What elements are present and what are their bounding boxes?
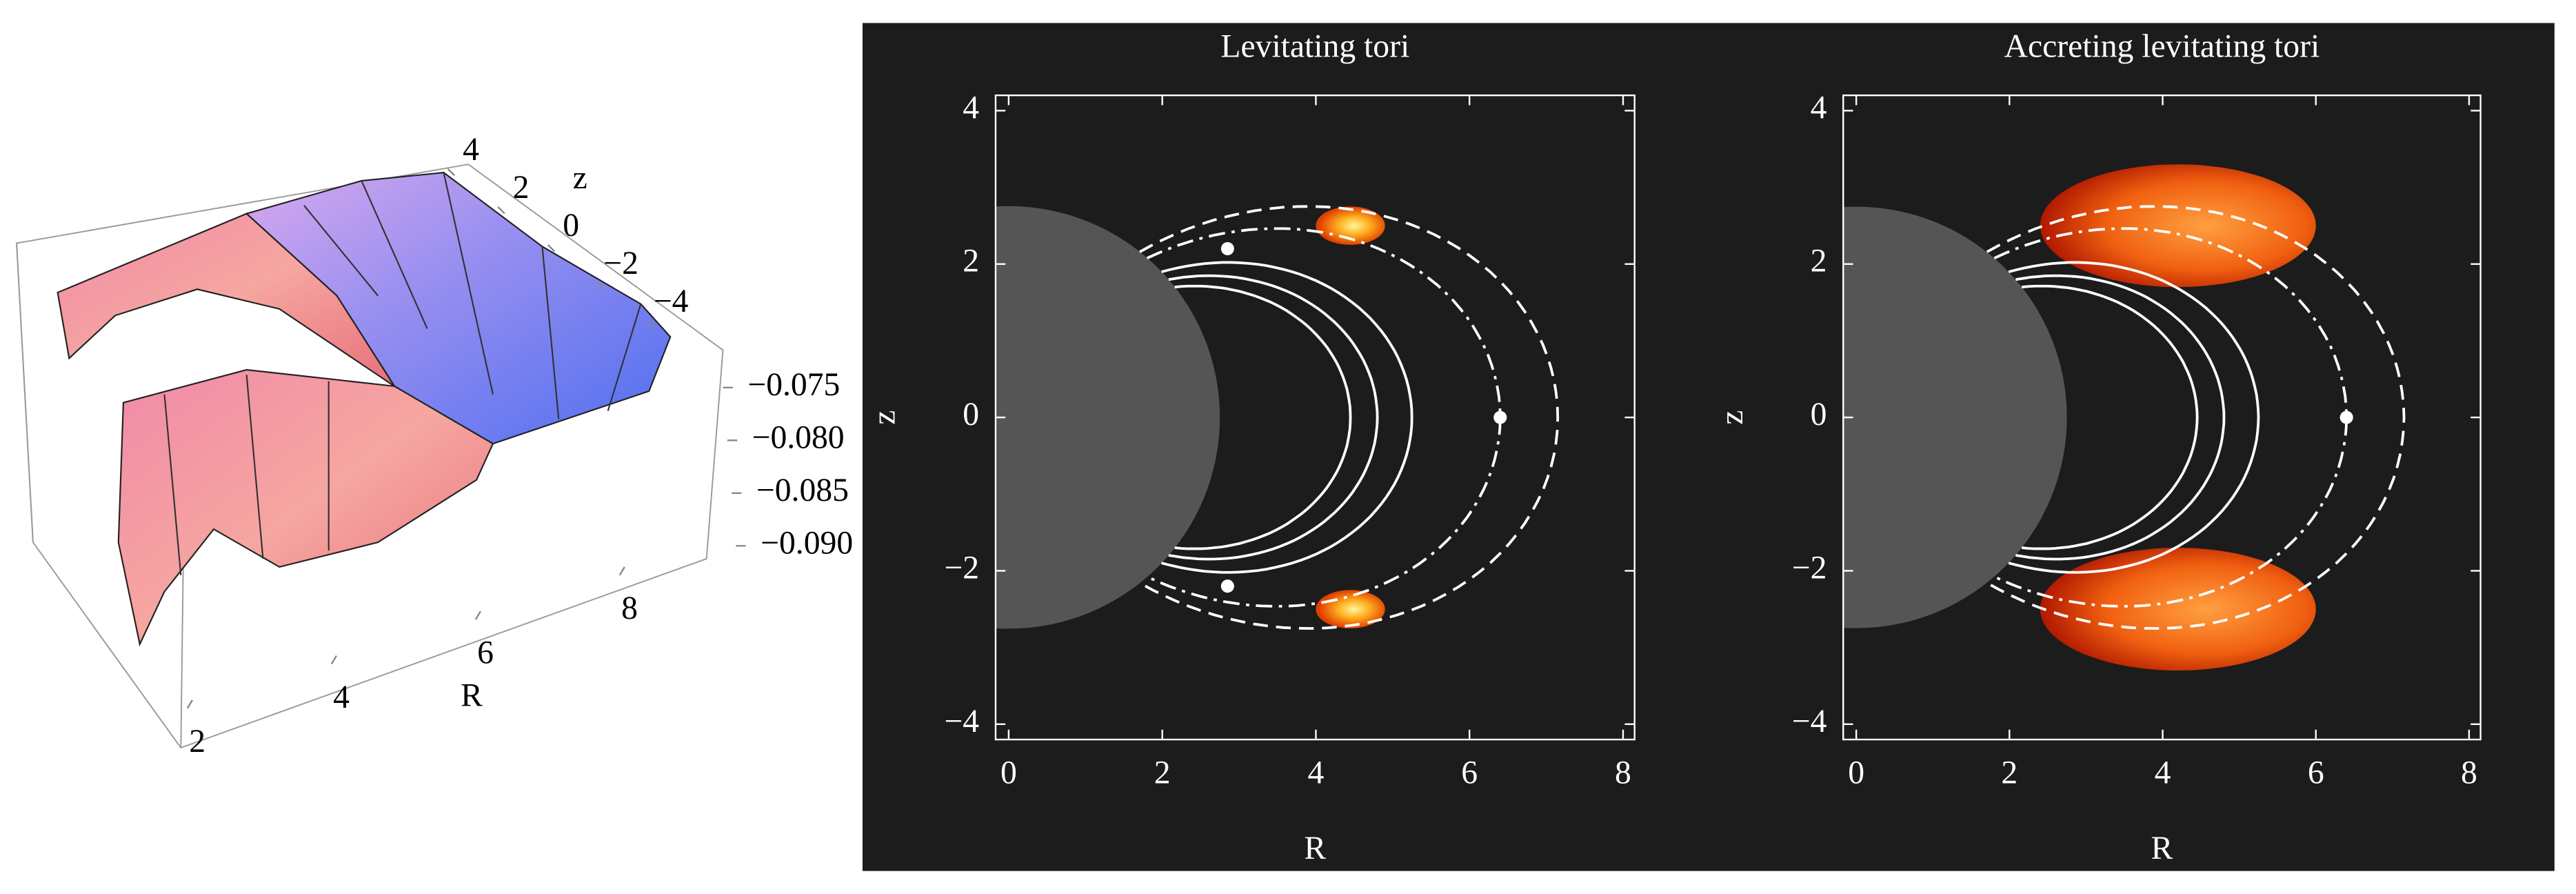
separatrix [1993, 227, 2348, 608]
x-tick-label: 8 [1615, 755, 1631, 791]
x-tick [474, 610, 481, 620]
x-tick-label: 4 [1308, 755, 1325, 791]
field-line [2008, 261, 2260, 574]
y-tick-label: 0 [1811, 397, 1827, 433]
field-line [2015, 274, 2226, 561]
y-tick [597, 282, 605, 290]
x-tick-label: 2 [189, 724, 205, 759]
surface [57, 172, 672, 647]
separatrix [1146, 227, 1502, 608]
z-tick-label: −0.090 [761, 525, 853, 561]
critical-point [1493, 410, 1507, 424]
y-tick-label: −4 [654, 284, 689, 319]
central-body [995, 206, 1220, 629]
torus [1316, 590, 1385, 628]
y-tick-label: 0 [563, 208, 579, 244]
y-axis-label: z [867, 410, 903, 425]
critical-point [2339, 410, 2353, 424]
x-tick-label: 0 [1848, 755, 1864, 791]
x-axis-label: R [2151, 831, 2173, 866]
y-tick [547, 244, 556, 252]
x-tick-label: 6 [477, 635, 494, 670]
field-line [2022, 284, 2199, 550]
x-axis-label: R [1304, 831, 1326, 866]
panel-title: Accreting levitating tori [2004, 28, 2320, 64]
y-tick-label: 2 [1811, 244, 1827, 279]
x-tick-label: 8 [621, 590, 638, 626]
z-tick-label: −0.075 [747, 367, 840, 403]
dashed-line [1138, 205, 1560, 630]
y-tick-label: −2 [944, 550, 979, 586]
central-body [1843, 206, 2067, 628]
y-tick-label: −4 [1792, 704, 1827, 739]
torus [2040, 164, 2316, 288]
y-tick-label: 2 [963, 244, 979, 279]
x-tick [186, 699, 193, 709]
dashed-line [1986, 205, 2406, 630]
y-tick-label: 4 [1811, 90, 1827, 126]
y-tick-label: 4 [463, 132, 479, 168]
z-tick-label: −0.085 [756, 473, 849, 508]
y-tick-label: 0 [963, 397, 979, 433]
y-tick [647, 320, 656, 328]
y-tick-label: −2 [1792, 550, 1827, 586]
field-line [1174, 284, 1352, 550]
field-line [1168, 274, 1379, 561]
y-axis-label: z [1714, 410, 1750, 425]
torus [1316, 206, 1385, 245]
x-tick-label: 2 [2001, 755, 2017, 791]
y-tick [447, 168, 456, 177]
field-line [1161, 261, 1413, 574]
x-tick-label: 6 [1461, 755, 1478, 791]
x-tick [618, 566, 625, 576]
y-tick-label: −4 [944, 704, 979, 739]
x-tick-label: 4 [333, 679, 350, 715]
critical-point [1220, 579, 1234, 593]
x-tick [330, 655, 337, 665]
torus [2040, 548, 2316, 670]
x-tick-label: 6 [2308, 755, 2324, 791]
x-axis-label: R [461, 677, 483, 713]
critical-point [1220, 242, 1234, 256]
y-tick-label: −2 [603, 246, 638, 281]
x-tick-label: 8 [2461, 755, 2477, 791]
z-tick-label: −0.080 [752, 419, 845, 455]
panel-title: Levitating tori [1220, 28, 1409, 64]
x-tick-label: 4 [2155, 755, 2171, 791]
y-tick [497, 206, 505, 215]
y-tick-label: 2 [513, 170, 530, 206]
x-tick-label: 2 [1154, 755, 1171, 791]
y-tick-label: 4 [963, 90, 979, 126]
y-axis-label: z [573, 160, 587, 196]
x-tick-label: 0 [1000, 755, 1017, 791]
